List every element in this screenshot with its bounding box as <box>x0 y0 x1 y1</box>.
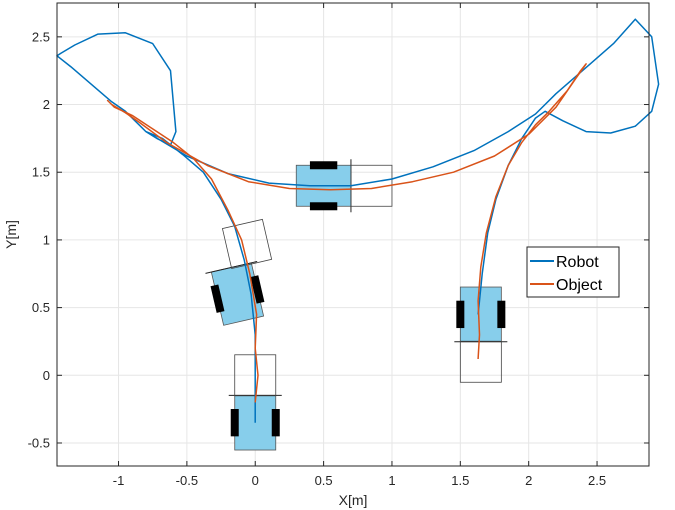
object-outline <box>221 218 273 270</box>
robot-wheel <box>250 275 265 304</box>
series-lines <box>56 18 660 423</box>
robot-wheel <box>497 300 506 329</box>
y-tick-label: 1 <box>43 232 50 247</box>
object-box <box>221 218 273 270</box>
y-axis-ticks: -0.5 0 0.5 1 1.5 2 2.5 <box>28 29 649 450</box>
x-tick-label: 0.5 <box>315 473 333 488</box>
robot-wheel <box>309 202 338 211</box>
x-tick-label: 0 <box>252 473 259 488</box>
x-tick-label: -0.5 <box>176 473 198 488</box>
legend-label-robot: Robot <box>556 254 599 271</box>
robot-wheel <box>230 409 239 437</box>
x-tick-label: 1.5 <box>451 473 469 488</box>
y-axis-label: Y[m] <box>3 220 19 249</box>
robot-wheel <box>309 161 338 170</box>
series-line-object <box>106 63 587 403</box>
object-box <box>459 340 502 383</box>
y-tick-label: 2.5 <box>32 29 50 44</box>
legend: Robot Object <box>526 246 620 298</box>
x-tick-label: 2.5 <box>588 473 606 488</box>
x-axis-label: X[m] <box>339 492 368 508</box>
legend-label-object: Object <box>556 277 603 294</box>
robot-body <box>459 286 502 343</box>
legend-box <box>526 246 620 298</box>
y-tick-label: 0.5 <box>32 300 50 315</box>
robot-vehicle <box>205 260 265 326</box>
y-tick-label: 2 <box>43 97 50 112</box>
robot-wheel <box>271 409 280 437</box>
robot-wheel <box>456 300 465 329</box>
y-tick-label: -0.5 <box>28 435 50 450</box>
object-outline <box>459 340 502 383</box>
plot-area-frame <box>56 2 650 467</box>
series-line-robot <box>56 18 660 423</box>
robot-vehicle <box>454 286 508 343</box>
robot-wheel <box>210 284 225 313</box>
x-tick-label: 1 <box>388 473 395 488</box>
y-tick-label: 1.5 <box>32 165 50 180</box>
grid <box>57 3 649 466</box>
vehicles <box>205 159 508 451</box>
x-tick-label: 2 <box>525 473 532 488</box>
y-tick-label: 0 <box>43 368 50 383</box>
x-tick-label: -1 <box>113 473 125 488</box>
x-axis-ticks: -1 -0.5 0 0.5 1 1.5 2 2.5 <box>113 3 606 488</box>
